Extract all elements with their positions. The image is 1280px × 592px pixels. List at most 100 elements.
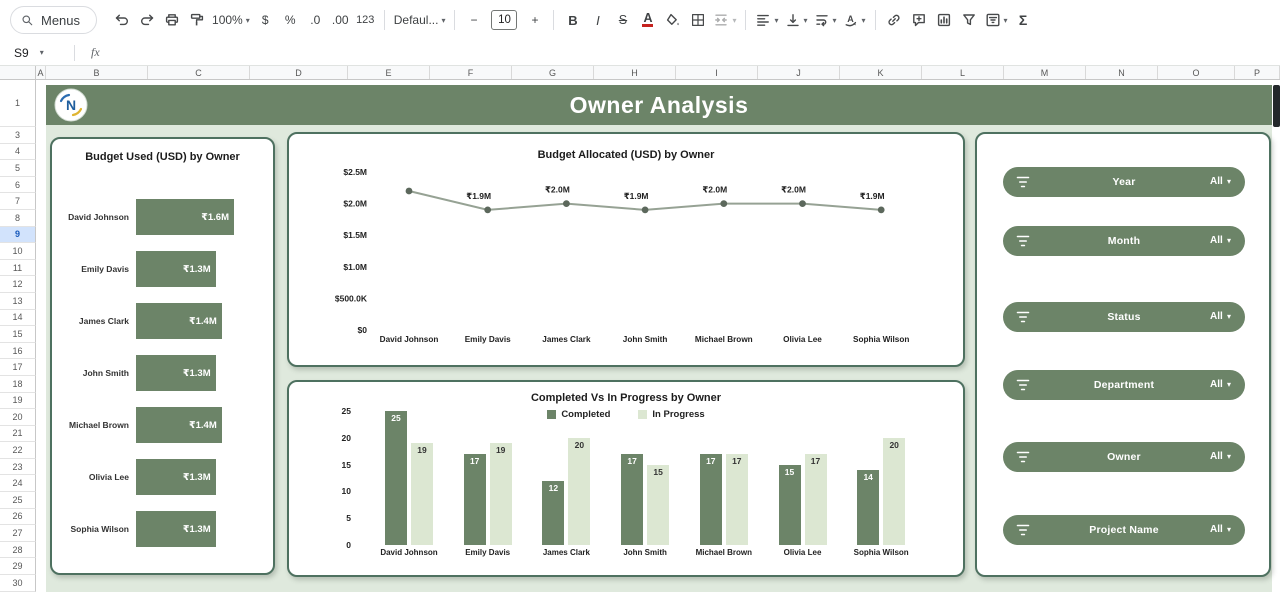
menus-button[interactable]: Menus	[10, 6, 97, 34]
row-header-30[interactable]: 30	[0, 575, 36, 592]
row-header-9[interactable]: 9	[0, 227, 36, 244]
row-header-13[interactable]: 13	[0, 293, 36, 310]
row-header-22[interactable]: 22	[0, 442, 36, 459]
budget-allocated-chart-panel[interactable]: Budget Allocated (USD) by Owner ₹1.9M₹2.…	[287, 132, 965, 367]
col-header-O[interactable]: O	[1158, 66, 1235, 79]
name-box[interactable]: S9 ▾	[0, 40, 74, 65]
filter-slicer-project-name[interactable]: Project NameAll ▾	[1003, 515, 1245, 545]
redo-button[interactable]	[134, 7, 159, 33]
undo-button[interactable]	[109, 7, 134, 33]
col-header-H[interactable]: H	[594, 66, 676, 79]
filter-views-button[interactable]: ▾	[982, 7, 1011, 33]
chevron-down-icon: ▾	[862, 16, 866, 25]
filter-slicer-month[interactable]: MonthAll ▾	[1003, 226, 1245, 256]
row-header-8[interactable]: 8	[0, 210, 36, 227]
print-button[interactable]	[159, 7, 184, 33]
row-header-26[interactable]: 26	[0, 509, 36, 526]
percent-format-button[interactable]: %	[278, 7, 303, 33]
decrease-font-size-button[interactable]: −	[461, 7, 486, 33]
bold-button[interactable]: B	[560, 7, 585, 33]
insert-chart-button[interactable]	[932, 7, 957, 33]
col-header-D[interactable]: D	[250, 66, 348, 79]
increase-font-size-button[interactable]: +	[522, 7, 547, 33]
row-header-6[interactable]: 6	[0, 177, 36, 194]
chart-title: Budget Used (USD) by Owner	[52, 139, 273, 163]
col-header-P[interactable]: P	[1235, 66, 1280, 79]
functions-button[interactable]: Σ	[1011, 7, 1036, 33]
row-header-17[interactable]: 17	[0, 359, 36, 376]
budget-used-row: David Johnson₹1.6M	[52, 191, 273, 243]
horizontal-align-button[interactable]: ▾	[752, 7, 781, 33]
text-rotation-button[interactable]: A ▾	[840, 7, 869, 33]
toolbar-divider	[454, 10, 455, 30]
vertical-scrollbar[interactable]	[1273, 85, 1280, 127]
filter-slicer-owner[interactable]: OwnerAll ▾	[1003, 442, 1245, 472]
col-header-B[interactable]: B	[46, 66, 148, 79]
font-size-input[interactable]: 10	[491, 10, 517, 30]
select-all-corner[interactable]	[0, 66, 36, 80]
col-header-N[interactable]: N	[1086, 66, 1158, 79]
filter-value: All ▾	[1210, 302, 1231, 332]
filter-slicer-department[interactable]: DepartmentAll ▾	[1003, 370, 1245, 400]
decrease-decimals-button[interactable]: .0	[303, 7, 328, 33]
budget-used-chart-panel[interactable]: Budget Used (USD) by Owner David Johnson…	[50, 137, 275, 575]
row-header-20[interactable]: 20	[0, 409, 36, 426]
strikethrough-button[interactable]: S	[610, 7, 635, 33]
chevron-down-icon: ▾	[40, 48, 44, 57]
filter-slicer-year[interactable]: YearAll ▾	[1003, 167, 1245, 197]
row-header-18[interactable]: 18	[0, 376, 36, 393]
row-header-14[interactable]: 14	[0, 310, 36, 327]
col-header-G[interactable]: G	[512, 66, 594, 79]
row-header-19[interactable]: 19	[0, 393, 36, 410]
text-wrap-button[interactable]: ▾	[811, 7, 840, 33]
row-header-1[interactable]: 1	[0, 80, 36, 127]
col-header-L[interactable]: L	[922, 66, 1004, 79]
font-select[interactable]: Defaul... ▾	[391, 7, 449, 33]
text-color-button[interactable]: A	[635, 7, 660, 33]
col-header-K[interactable]: K	[840, 66, 922, 79]
borders-button[interactable]	[685, 7, 710, 33]
row-header-4[interactable]: 4	[0, 144, 36, 161]
more-formats-button[interactable]: 123	[353, 7, 378, 33]
increase-decimals-button[interactable]: .00	[328, 7, 353, 33]
add-comment-button[interactable]	[907, 7, 932, 33]
col-header-M[interactable]: M	[1004, 66, 1086, 79]
col-header-C[interactable]: C	[148, 66, 250, 79]
row-header-3[interactable]: 3	[0, 127, 36, 144]
row-header-24[interactable]: 24	[0, 475, 36, 492]
row-header-16[interactable]: 16	[0, 343, 36, 360]
vertical-align-button[interactable]: ▾	[782, 7, 811, 33]
merge-cells-button[interactable]: ▾	[710, 7, 739, 33]
zoom-select[interactable]: 100% ▾	[209, 7, 253, 33]
row-header-5[interactable]: 5	[0, 160, 36, 177]
row-header-28[interactable]: 28	[0, 542, 36, 559]
row-header-21[interactable]: 21	[0, 426, 36, 443]
col-header-J[interactable]: J	[758, 66, 840, 79]
row-header-15[interactable]: 15	[0, 326, 36, 343]
dashboard-banner: N Owner Analysis	[46, 85, 1272, 125]
create-filter-button[interactable]	[957, 7, 982, 33]
col-header-F[interactable]: F	[430, 66, 512, 79]
filter-slicer-status[interactable]: StatusAll ▾	[1003, 302, 1245, 332]
completed-vs-inprogress-chart-panel[interactable]: Completed Vs In Progress by Owner Comple…	[287, 380, 965, 577]
decrease-decimals-label: .0	[310, 13, 320, 27]
row-header-7[interactable]: 7	[0, 193, 36, 210]
italic-button[interactable]: I	[585, 7, 610, 33]
row-header-27[interactable]: 27	[0, 525, 36, 542]
fill-color-button[interactable]	[660, 7, 685, 33]
col-header-A[interactable]: A	[36, 66, 46, 79]
insert-link-button[interactable]	[882, 7, 907, 33]
row-header-25[interactable]: 25	[0, 492, 36, 509]
row-header-10[interactable]: 10	[0, 243, 36, 260]
row-header-23[interactable]: 23	[0, 459, 36, 476]
currency-format-button[interactable]: $	[253, 7, 278, 33]
paint-format-button[interactable]	[184, 7, 209, 33]
category-label: Olivia Lee	[783, 335, 822, 344]
col-header-E[interactable]: E	[348, 66, 430, 79]
row-header-12[interactable]: 12	[0, 276, 36, 293]
y-tick-label: $500.0K	[335, 293, 368, 303]
data-label: ₹2.0M	[545, 185, 570, 195]
col-header-I[interactable]: I	[676, 66, 758, 79]
row-header-29[interactable]: 29	[0, 558, 36, 575]
row-header-11[interactable]: 11	[0, 260, 36, 277]
